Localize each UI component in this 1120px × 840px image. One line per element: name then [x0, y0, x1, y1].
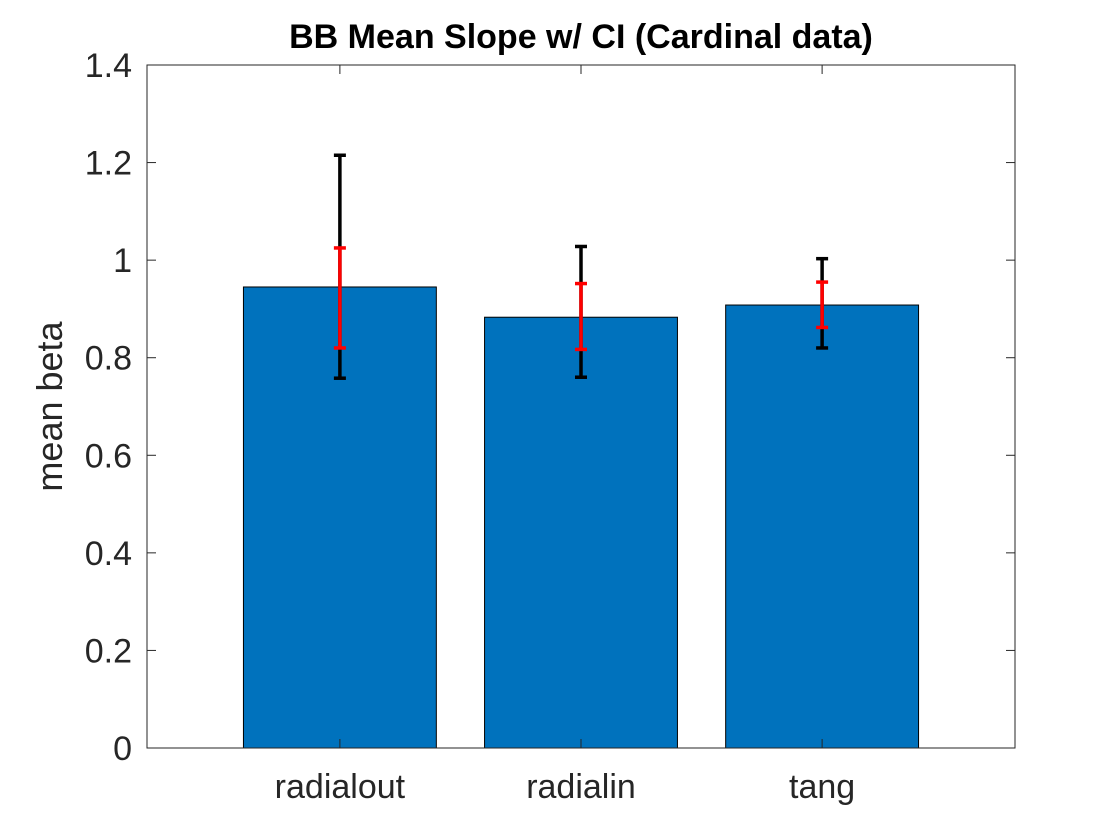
ticks-layer: [147, 64, 1015, 749]
error-bar-radialout-inner: [333, 246, 346, 350]
error-bar-tang-inner: [816, 280, 829, 330]
error-bars-layer: [333, 153, 829, 380]
x-tick-label-tang: tang: [789, 768, 855, 806]
y-tick-label: 1: [113, 242, 132, 280]
y-tick-labels: 0 0.2 0.4 0.6 0.8 1 1.2 1.4: [85, 47, 132, 768]
y-tick-label: 0.4: [85, 535, 132, 573]
chart-title: BB Mean Slope w/ CI (Cardinal data): [289, 18, 873, 56]
y-axis-label: mean beta: [29, 320, 70, 491]
y-tick-label: 0.8: [85, 340, 132, 378]
x-tick-label-radialout: radialout: [275, 768, 406, 806]
y-tick-label: 0.6: [85, 437, 132, 475]
y-tick-label: 0: [113, 730, 132, 768]
y-tick-label: 1.2: [85, 145, 132, 183]
x-tick-labels: radialout radialin tang: [275, 768, 856, 806]
error-bar-radialin-inner: [575, 281, 587, 352]
x-tick-label-radialin: radialin: [526, 768, 636, 806]
bar-radialin: [484, 316, 678, 749]
y-tick-label: 0.2: [85, 632, 132, 670]
bar-tang: [725, 304, 920, 749]
y-tick-label: 1.4: [85, 47, 132, 85]
